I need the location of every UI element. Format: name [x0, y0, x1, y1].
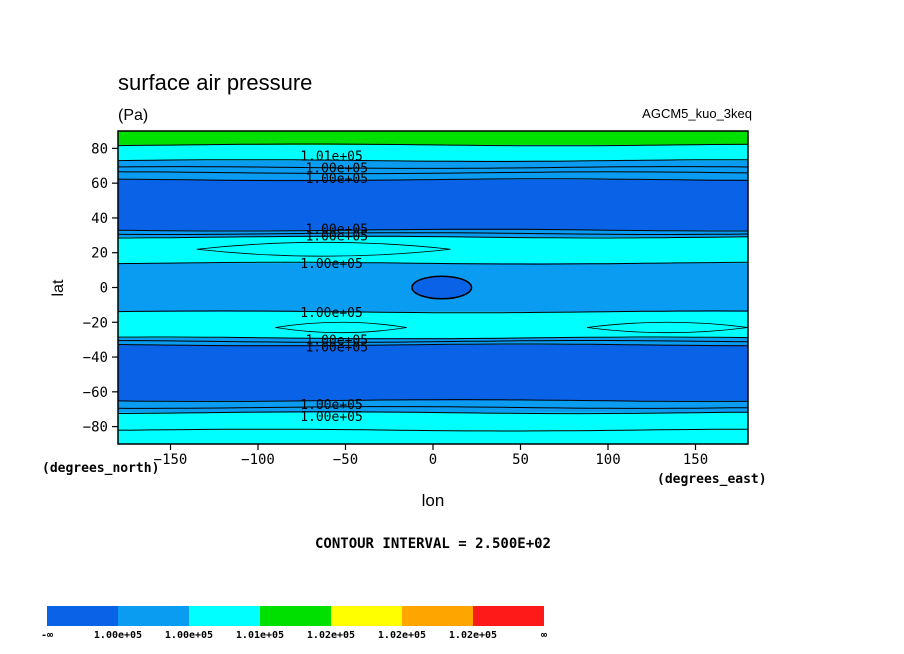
- contour-line: [118, 178, 748, 182]
- colorbar-swatch: [473, 606, 544, 626]
- contour-band: [118, 230, 748, 238]
- low-pressure-contour: [411, 275, 473, 300]
- contour-line: [118, 340, 748, 343]
- contour-line: [118, 399, 748, 402]
- contour-label: 1.00e+05: [305, 341, 368, 356]
- contour-line: [118, 228, 748, 232]
- colorbar-label: 1.01e+05: [236, 630, 284, 641]
- contour-label: 1.00e+05: [305, 334, 368, 349]
- contour-label: 1.00e+05: [300, 306, 363, 321]
- contour-line: [118, 171, 748, 175]
- contour-band: [118, 344, 748, 402]
- units-label: (Pa): [118, 107, 148, 124]
- y-tick-label: 0: [100, 281, 108, 297]
- x-tick-label: −100: [241, 452, 275, 468]
- contour-band: [118, 160, 748, 174]
- contour-band: [118, 131, 748, 146]
- chart-title: surface air pressure: [118, 70, 312, 95]
- x-tick-label: 50: [512, 452, 529, 468]
- y-units-label: (degrees_north): [42, 461, 159, 476]
- contour-label: 1.00e+05: [300, 398, 363, 413]
- contour-label: 1.01e+05: [300, 149, 363, 164]
- contour-line: [118, 336, 748, 340]
- contour-sliver: [275, 321, 407, 334]
- contour-line: [118, 232, 748, 235]
- colorbar-swatch: [260, 606, 331, 626]
- y-tick-label: 80: [91, 141, 108, 157]
- colorbar: -∞ 1.00e+05 1.00e+05 1.01e+05 1.02e+05 1.02e+…: [41, 606, 547, 641]
- x-tick-label: 0: [429, 452, 437, 468]
- colorbar-swatch: [331, 606, 402, 626]
- contour-line: [118, 166, 748, 169]
- colorbar-label: 1.00e+05: [94, 630, 142, 641]
- colorbar-label: ∞: [541, 630, 547, 641]
- x-tick-label: −150: [154, 452, 188, 468]
- contour-label: 1.00e+05: [300, 257, 363, 272]
- contour-sliver: [586, 321, 748, 334]
- x-tick-label: 150: [683, 452, 708, 468]
- contour-line: [118, 261, 748, 265]
- y-tick-label: −80: [83, 420, 108, 436]
- contour-label: 1.00e+05: [305, 172, 368, 187]
- model-label: AGCM5_kuo_3keq: [642, 106, 752, 121]
- y-tick-label: −60: [83, 385, 108, 401]
- contour-line: [118, 159, 748, 162]
- contour-sliver: [196, 241, 451, 257]
- contour-line: [118, 310, 748, 314]
- colorbar-swatch: [189, 606, 260, 626]
- y-tick-label: −40: [83, 350, 108, 366]
- x-tick-label: −50: [333, 452, 358, 468]
- contour-label: 1.00e+05: [300, 410, 363, 425]
- contour-band: [118, 172, 748, 181]
- y-axis: −80 −60 −40 −20 0 20 40 60 80: [83, 141, 118, 436]
- contour-line: [118, 343, 748, 347]
- y-tick-label: 20: [91, 246, 108, 262]
- colorbar-swatch: [402, 606, 473, 626]
- contour-label: 1.00e+05: [305, 162, 368, 177]
- colorbar-label: 1.02e+05: [449, 630, 497, 641]
- x-units-label: (degrees_east): [657, 472, 767, 487]
- contour-line: [118, 143, 748, 147]
- x-axis-label: lon: [422, 491, 445, 510]
- x-axis: −150 −100 −50 0 50 100 150: [154, 444, 708, 468]
- contour-line: [118, 411, 748, 415]
- contour-interval-text: CONTOUR INTERVAL = 2.500E+02: [315, 536, 551, 552]
- colorbar-swatch: [47, 606, 118, 626]
- colorbar-label: 1.00e+05: [165, 630, 213, 641]
- contour-band: [118, 412, 748, 444]
- y-tick-label: 60: [91, 176, 108, 192]
- contour-label: 1.00e+05: [305, 222, 368, 237]
- y-axis-label: lat: [50, 279, 67, 296]
- colorbar-swatch: [118, 606, 189, 626]
- colorbar-label: -∞: [41, 630, 53, 641]
- contour-band: [118, 144, 748, 162]
- contour-label: 1.00e+05: [305, 229, 368, 244]
- y-tick-label: −20: [83, 315, 108, 331]
- contour-line: [118, 428, 748, 432]
- y-tick-label: 40: [91, 211, 108, 227]
- contour-line: [118, 235, 748, 239]
- x-tick-label: 100: [595, 452, 620, 468]
- contour-line: [118, 406, 748, 409]
- colorbar-label: 1.02e+05: [378, 630, 426, 641]
- plot-area: 1.01e+051.00e+051.00e+051.00e+051.00e+05…: [118, 131, 748, 444]
- contour-band: [118, 179, 748, 231]
- colorbar-label: 1.02e+05: [307, 630, 355, 641]
